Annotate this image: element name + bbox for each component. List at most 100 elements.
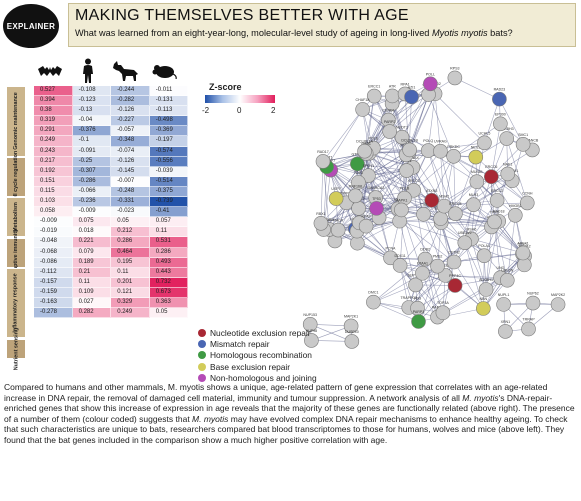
heatmap-cell: -0.086 <box>34 257 73 268</box>
network-node-circle <box>344 334 360 349</box>
network-node-circle <box>500 166 516 182</box>
network-edge <box>506 215 516 281</box>
network-edge <box>373 284 416 303</box>
network-edge <box>464 242 525 266</box>
network-node: CHAF1A <box>355 98 371 117</box>
network-edge <box>453 261 484 309</box>
network-node-circle <box>448 206 463 221</box>
heatmap-cell: -0.163 <box>34 297 73 309</box>
network-node: POLL <box>423 72 438 92</box>
network-node-circle <box>417 251 433 267</box>
network-node: RAD9 <box>330 219 346 238</box>
network-node-circle <box>394 129 410 145</box>
network-edge <box>453 156 456 214</box>
heatmap-cell: 0.151 <box>34 176 73 187</box>
network-edge <box>475 156 528 204</box>
network-node-circle <box>466 197 481 212</box>
heatmap-cell: -0.011 <box>149 86 189 97</box>
network-edge <box>471 176 492 240</box>
network-node-circle <box>469 174 485 190</box>
legend-item: Non-homologous and joining <box>198 373 388 384</box>
network-node-label: MLH3 <box>469 193 479 197</box>
network-node-label: USP7 <box>331 187 340 191</box>
network-node: MAPK1 <box>394 198 409 218</box>
network-node-circle <box>382 124 397 139</box>
heatmap-cell: -0.41 <box>149 207 189 218</box>
network-edge <box>320 197 376 224</box>
network-edge <box>365 153 399 209</box>
network-node-label: ATXN3 <box>426 189 437 193</box>
network-node-label: CDK7 <box>326 159 336 163</box>
network-edge <box>491 176 528 204</box>
network-node-label: MAP2K1 <box>344 314 358 318</box>
heatmap-cell: -0.126 <box>111 156 150 167</box>
heatmap-cell: -0.376 <box>72 126 112 137</box>
network-node-label: CHAF1A <box>356 98 371 102</box>
network-node: RAD17 <box>315 150 331 169</box>
network-node-label: DCLRE1B <box>401 138 418 142</box>
network-edge <box>417 285 456 309</box>
heatmap-cell: 0.286 <box>149 247 189 258</box>
network-edge <box>369 153 405 199</box>
network-node-circle <box>415 265 430 281</box>
network-node: NEIL3 <box>468 146 484 165</box>
network-node-circle <box>350 156 365 172</box>
network-edge <box>445 275 501 278</box>
network-node-label: DMC1 <box>368 291 378 295</box>
network-node-label: PPP4C <box>449 274 461 278</box>
heatmap-row: 0.058 -0.009 -0.023 -0.41 <box>34 207 194 218</box>
category-label-text: Metabolism <box>13 202 19 233</box>
zscore-title: Z-score <box>209 82 242 92</box>
network-node: MLH3 <box>466 193 481 212</box>
heatmap-cell: -0.04 <box>72 116 112 127</box>
wolf-icon <box>110 58 142 84</box>
heatmap-cell: -0.007 <box>111 176 150 187</box>
network-node-label: SMARCA3 <box>367 186 384 190</box>
heatmap-cell: -0.331 <box>111 197 150 208</box>
heatmap-cell: -0.068 <box>34 247 73 258</box>
network-edge <box>373 258 426 303</box>
network-edge <box>434 93 485 144</box>
heatmap-row: -0.009 0.075 0.05 0.057 <box>34 217 194 228</box>
network-node: RAD23 <box>492 88 507 107</box>
heatmap-cell: -0.009 <box>72 207 112 218</box>
heatmap-row: 0.38 -0.13 -0.126 -0.113 <box>34 106 194 117</box>
heatmap-cell: 0.027 <box>72 297 112 309</box>
heatmap-cell: 0.11 <box>149 227 189 238</box>
network-node: DUSP10 <box>344 330 360 349</box>
network-node-circle <box>411 314 426 329</box>
network-edge <box>368 150 429 176</box>
legend-item: Mismatch repair <box>198 339 388 350</box>
network-node: PMS2 <box>430 255 445 274</box>
network-node-circle <box>348 188 363 204</box>
network-node-circle <box>525 295 541 311</box>
heatmap-row: 0.527 -0.108 -0.244 -0.011 <box>34 86 194 97</box>
network-node: TOP3A <box>435 301 451 321</box>
network-edge <box>408 265 438 308</box>
network-node-circle <box>498 324 513 339</box>
network-node-label: TTI2 <box>420 203 427 207</box>
network-node-circle <box>399 163 414 178</box>
network-node-label: POLQ <box>423 139 433 143</box>
network-node-label: TRAPPC2 <box>400 296 417 300</box>
network-edge <box>404 93 410 153</box>
heatmap-cell: 0.189 <box>72 257 112 268</box>
network-node-label: UBE2N <box>501 269 513 273</box>
category-label: Nutrient sensing <box>6 327 26 370</box>
pathway-legend: Nucleotide exclusion repair Mismatch repa… <box>198 328 388 384</box>
network-node-circle <box>499 272 515 288</box>
network-node-circle <box>507 207 523 223</box>
legend-label: Homologous recombination <box>210 350 312 361</box>
network-node-circle <box>521 321 536 337</box>
network-edge <box>455 180 513 214</box>
network-node-label: ERCC2 <box>491 189 503 193</box>
network-edge <box>401 94 429 138</box>
network-node-label: MSH6 <box>466 227 476 231</box>
network-node: NUPL1 <box>496 293 511 312</box>
heatmap-cell: -0.159 <box>34 287 73 298</box>
network-node-circle <box>519 195 535 211</box>
heatmap-cell: -0.307 <box>72 166 112 177</box>
category-label-text: Cell cycle regulation <box>13 150 19 204</box>
network-node: CCNH <box>519 191 535 211</box>
network-node-circle <box>515 137 531 152</box>
